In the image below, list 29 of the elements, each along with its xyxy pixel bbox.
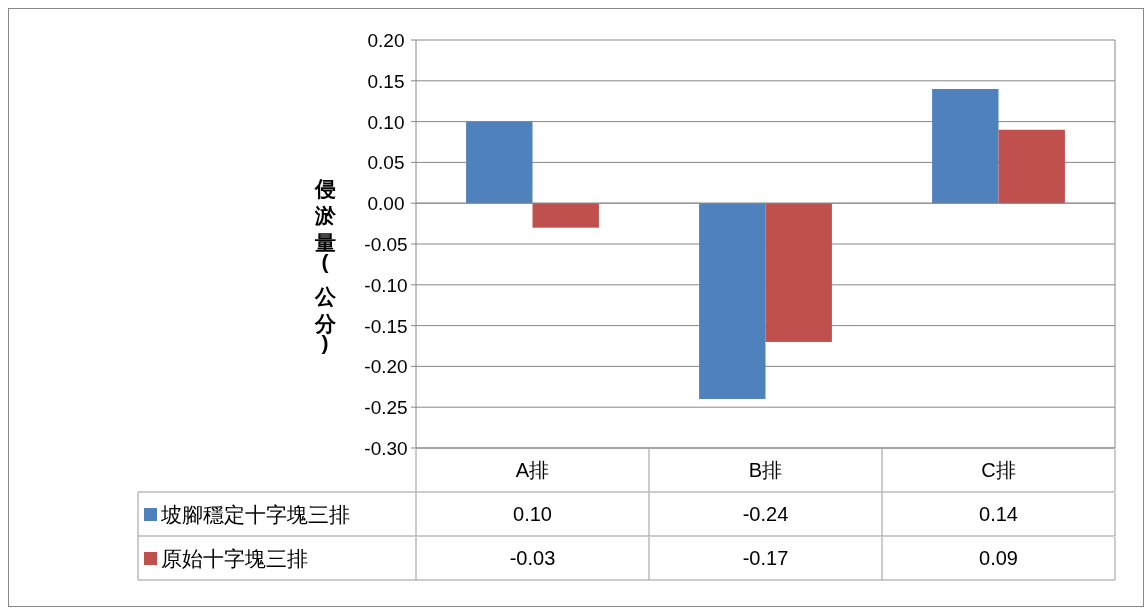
y-axis-title: 侵淤量(公分) (313, 177, 337, 354)
y-tick-label: 0.00 (367, 193, 405, 215)
bar (699, 203, 766, 400)
legend-label: 原始十字塊三排 (161, 547, 308, 570)
data-label: 0.14 (979, 503, 1018, 525)
data-label: 0.09 (979, 547, 1018, 569)
data-label: -0.24 (742, 503, 789, 525)
bar (932, 88, 999, 204)
x-tick-label: B排 (748, 459, 783, 481)
bar (466, 121, 533, 204)
data-label: 0.10 (513, 503, 552, 525)
y-tick-label: -0.25 (364, 397, 408, 419)
bar (765, 203, 832, 342)
y-tick-label: -0.15 (364, 315, 408, 337)
y-tick-label: 0.15 (367, 70, 405, 92)
y-tick-label: 0.20 (367, 30, 405, 51)
y-tick-label: -0.05 (364, 234, 408, 255)
y-tick-label: -0.30 (364, 438, 408, 459)
x-tick-label: C排 (981, 459, 1016, 481)
bar (998, 129, 1065, 204)
data-label: -0.17 (742, 547, 789, 569)
legend-label: 坡腳穩定十字塊三排 (160, 503, 350, 526)
data-label: -0.03 (509, 547, 556, 569)
y-tick-label: 0.05 (367, 152, 405, 174)
bar (532, 203, 599, 228)
y-tick-label: -0.20 (364, 356, 408, 378)
y-tick-label: 0.10 (367, 111, 405, 133)
x-tick-label: A排 (515, 459, 550, 481)
y-tick-label: -0.10 (364, 274, 408, 296)
